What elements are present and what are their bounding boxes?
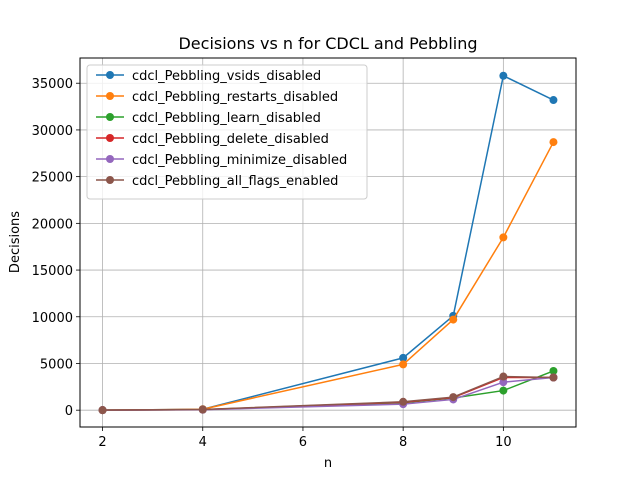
- series-line: [102, 375, 554, 411]
- legend-box: [86, 64, 368, 200]
- data-point: [499, 378, 508, 387]
- data-point: [549, 138, 558, 147]
- data-point: [549, 96, 558, 105]
- ticks: 2 4 6 8 10 0 5000 10000 15000 20000 25000 30000 3500…: [32, 77, 512, 450]
- x-tick-label: 4: [199, 435, 207, 450]
- legend-item: cdcl_Pebbling_minimize_disabled: [96, 153, 347, 168]
- legend-item: cdcl_Pebbling_restarts_disabled: [96, 90, 338, 105]
- x-axis-label: n: [324, 456, 332, 471]
- chart-title: Decisions vs n for CDCL and Pebbling: [178, 34, 477, 53]
- data-point: [198, 405, 207, 414]
- data-point: [549, 366, 558, 375]
- y-tick-label: 25000: [32, 171, 73, 186]
- y-tick-label: 20000: [32, 217, 73, 232]
- x-tick-label: 10: [495, 435, 512, 450]
- y-tick-label: 15000: [32, 264, 73, 279]
- legend-marker: [106, 92, 114, 100]
- y-tick-label: 35000: [32, 77, 73, 92]
- legend-label: cdcl_Pebbling_vsids_disabled: [132, 69, 321, 84]
- y-axis-label: Decisions: [8, 211, 23, 273]
- data-point: [549, 373, 558, 382]
- legend-marker: [106, 113, 114, 121]
- legend-marker: [106, 134, 114, 142]
- legend-item: cdcl_Pebbling_delete_disabled: [96, 132, 329, 147]
- legend-item: cdcl_Pebbling_all_flags_enabled: [96, 174, 338, 189]
- data-point: [399, 397, 408, 406]
- plot-frame: [79, 57, 577, 428]
- legend-label: cdcl_Pebbling_restarts_disabled: [132, 90, 338, 105]
- series-layer: [98, 71, 558, 415]
- y-tick-label: 30000: [32, 124, 73, 139]
- legend-marker: [106, 71, 114, 79]
- data-point: [399, 353, 408, 362]
- data-point: [399, 360, 408, 369]
- legend-label: cdcl_Pebbling_all_flags_enabled: [132, 174, 338, 189]
- data-point: [499, 386, 508, 395]
- legend-label: cdcl_Pebbling_minimize_disabled: [132, 153, 347, 168]
- data-point: [499, 71, 508, 80]
- legend-marker: [106, 176, 114, 184]
- x-tick-label: 6: [299, 435, 307, 450]
- legend-label: cdcl_Pebbling_learn_disabled: [132, 111, 321, 126]
- data-point: [499, 372, 508, 381]
- data-point: [98, 406, 107, 415]
- x-tick-label: 2: [98, 435, 106, 450]
- legend-item: cdcl_Pebbling_learn_disabled: [96, 111, 321, 126]
- legend-label: cdcl_Pebbling_delete_disabled: [132, 132, 329, 147]
- y-tick-label: 10000: [32, 311, 73, 326]
- data-point: [499, 233, 508, 242]
- y-tick-label: 0: [65, 404, 73, 419]
- legend-marker: [106, 155, 114, 163]
- legend-item: cdcl_Pebbling_vsids_disabled: [96, 69, 321, 84]
- y-tick-label: 5000: [40, 357, 73, 372]
- data-point: [449, 315, 458, 324]
- x-tick-label: 8: [399, 435, 407, 450]
- series-cdcl_Pebbling_all_flags_enabled: [98, 372, 558, 415]
- legend: cdcl_Pebbling_vsids_disabled cdcl_Pebblin…: [86, 64, 368, 200]
- data-point: [449, 393, 458, 402]
